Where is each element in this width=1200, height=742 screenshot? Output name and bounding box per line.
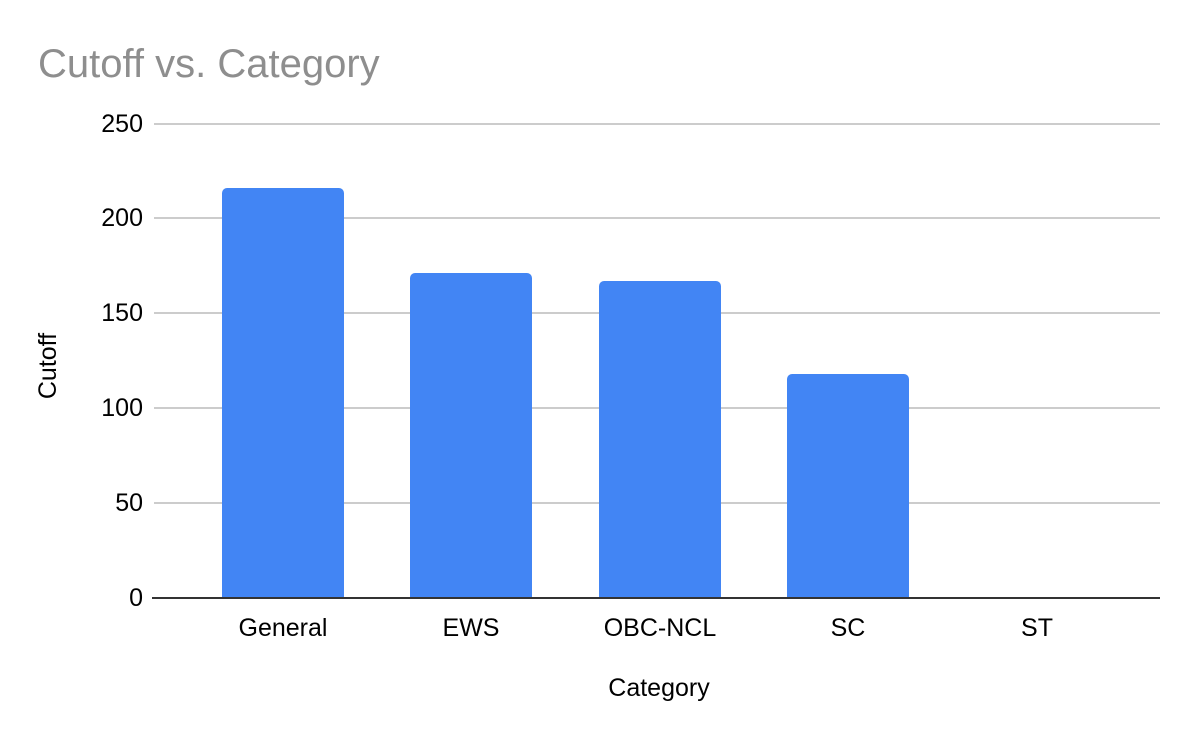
- gridline: [154, 217, 1160, 219]
- x-axis-category-label: ST: [1021, 614, 1053, 642]
- x-axis-category-label: SC: [830, 614, 866, 642]
- x-axis-category-label: General: [238, 614, 328, 642]
- gridline: [154, 123, 1160, 125]
- bar-ews: [410, 273, 532, 598]
- y-axis-title: Cutoff: [34, 332, 62, 400]
- y-axis-tick-label: 0: [129, 584, 143, 612]
- y-axis-tick-label: 250: [101, 110, 143, 138]
- y-axis-tick-label: 150: [101, 299, 143, 327]
- y-axis-tick-label: 50: [115, 489, 143, 517]
- bar-sc: [787, 374, 909, 598]
- x-axis-line: [152, 597, 1160, 599]
- x-axis-title: Category: [608, 674, 710, 702]
- y-axis-tick-label: 200: [101, 204, 143, 232]
- x-axis-category-label: EWS: [442, 614, 500, 642]
- bar-obc-ncl: [599, 281, 721, 598]
- x-axis-category-label: OBC-NCL: [603, 614, 717, 642]
- chart-title: Cutoff vs. Category: [38, 42, 380, 86]
- bar-general: [222, 188, 344, 598]
- y-axis-tick-label: 100: [101, 394, 143, 422]
